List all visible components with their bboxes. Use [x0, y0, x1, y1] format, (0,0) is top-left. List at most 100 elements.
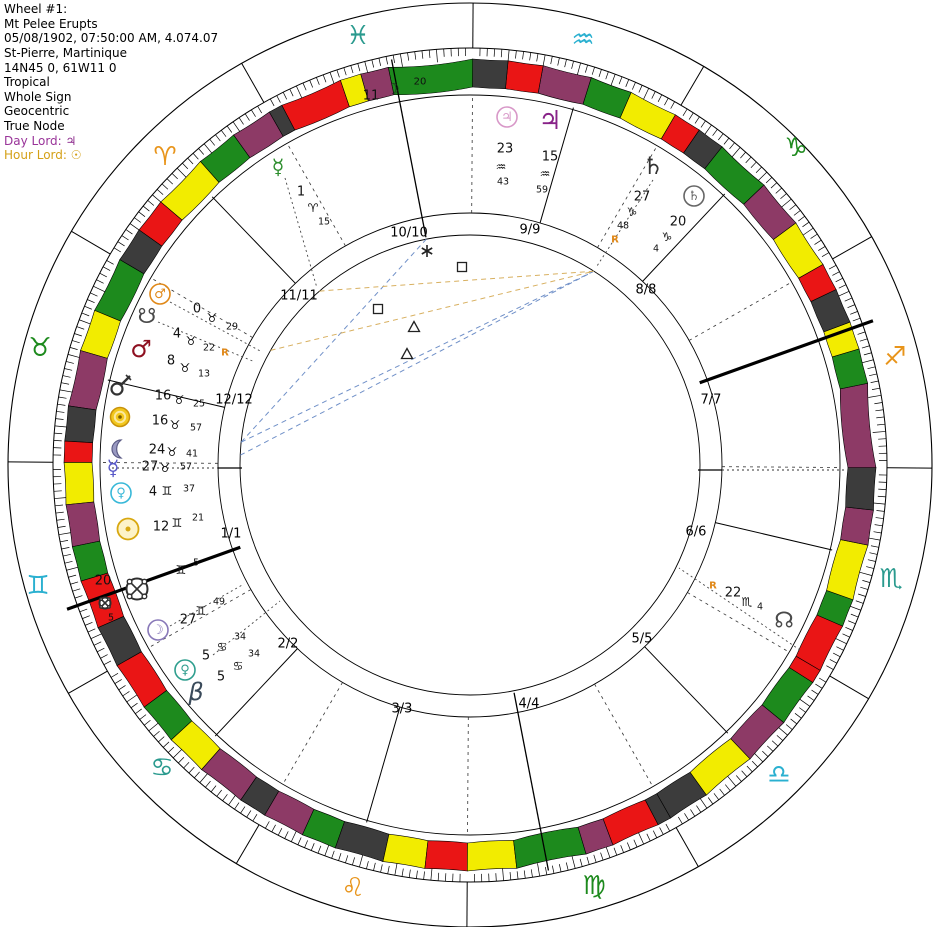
- courage-square-saturn-aspect-line: [270, 270, 594, 351]
- degree-tick: [55, 511, 64, 514]
- glyph-pointer-line: [678, 567, 801, 651]
- degree-tick: [65, 361, 74, 364]
- degree-tick: [161, 183, 169, 190]
- zodiac-pisces-icon: ♓: [346, 21, 369, 51]
- sign-boundary-line: [68, 670, 108, 694]
- degree-tick: [271, 824, 276, 833]
- degree-tick: [139, 714, 147, 720]
- degree-tick: [793, 210, 801, 216]
- degree-tick: [780, 193, 787, 200]
- degree-tick: [234, 802, 240, 810]
- degree-tick: [836, 646, 844, 651]
- north-node-degree: 22: [725, 586, 742, 601]
- degree-tick: [818, 246, 826, 251]
- house-system: Whole Sign: [4, 89, 72, 104]
- asc-rim-wheel-icon: [106, 597, 111, 602]
- lot-of-nemesis-sign: ♑: [662, 230, 673, 244]
- degree-tick: [852, 317, 861, 322]
- degree-tick: [58, 396, 67, 399]
- degree-tick: [850, 311, 858, 315]
- degree-tick: [148, 722, 160, 732]
- degree-tick: [770, 182, 778, 189]
- degree-tick: [799, 698, 811, 707]
- house-cusp-line: [366, 706, 401, 823]
- ascendant-marker-glyph: [126, 593, 133, 600]
- lot-of-victory-sign: ♒: [496, 160, 507, 174]
- sign-boundary-dashed: [471, 95, 473, 214]
- degree-tick: [798, 215, 805, 222]
- hour-lord-row: Hour Lord: ☉: [4, 148, 218, 163]
- degree-tick: [178, 757, 185, 764]
- degree-tick: [436, 49, 438, 63]
- degree-tick: [565, 862, 569, 871]
- degree-tick: [545, 866, 548, 875]
- degree-tick: [61, 382, 70, 385]
- house-label-2-2: 2/2: [278, 637, 299, 652]
- degree-tick: [399, 53, 403, 67]
- lot-of-fortune-glyph: [147, 619, 169, 641]
- degree-tick: [171, 173, 178, 180]
- wheel-ring-circle: [217, 212, 723, 718]
- degree-tick: [359, 854, 364, 868]
- zodiac-taurus-icon: ♉: [28, 333, 51, 363]
- degree-tick: [767, 745, 774, 752]
- lot-of-spirit-minutes: 21: [192, 513, 204, 524]
- bound-segment: [513, 826, 587, 869]
- chart-info-header: Wheel #1: Mt Pelee Erupts 05/08/1902, 07…: [4, 2, 218, 163]
- bound-segment: [387, 58, 474, 96]
- degree-tick: [530, 869, 533, 878]
- sign-boundary-line: [829, 675, 869, 700]
- sign-boundary-dashed: [687, 592, 790, 653]
- degree-tick: [252, 813, 258, 822]
- syzygy-key-icon: [110, 382, 124, 396]
- degree-tick: [246, 810, 252, 818]
- degree-tick: [863, 352, 872, 356]
- degree-tick: [826, 665, 834, 670]
- sign-boundary-dashed: [286, 143, 346, 247]
- day-lord-label: Day Lord:: [4, 133, 62, 148]
- house-cusp-line: [644, 646, 729, 734]
- degree-tick: [536, 53, 539, 62]
- degree-tick: [238, 117, 244, 125]
- lot-of-courage-degree: 0: [193, 302, 201, 317]
- degree-tick: [59, 389, 73, 393]
- asc-rim-wheel-icon: [99, 604, 104, 609]
- degree-tick: [96, 279, 104, 284]
- chart-datetime: 05/08/1902, 07:50:00 AM, 4.074.07: [4, 31, 219, 46]
- degree-tick: [558, 864, 562, 873]
- sign-boundary-line: [832, 236, 872, 260]
- degree-tick: [859, 571, 873, 576]
- degree-tick: [515, 50, 517, 59]
- saturn-minutes: 48: [617, 221, 629, 232]
- degree-tick: [329, 72, 335, 85]
- degree-tick: [523, 870, 526, 879]
- sign-boundary-line: [235, 824, 260, 864]
- degree-tick: [54, 504, 63, 507]
- wheel-ring-circle: [99, 94, 841, 836]
- degree-tick: [240, 806, 246, 814]
- degree-tick: [877, 423, 886, 426]
- degree-tick: [269, 98, 275, 107]
- degree-tick: [550, 56, 553, 65]
- lot-of-eros-glyph: [110, 482, 132, 504]
- degree-tick: [579, 858, 583, 867]
- wheel-ring-circle: [52, 47, 888, 883]
- degree-tick: [64, 368, 73, 371]
- hour-lord-label: Hour Lord:: [4, 148, 67, 163]
- moon-sign: ♉: [167, 445, 178, 459]
- degree-tick: [103, 660, 112, 666]
- degree-tick: [605, 845, 611, 858]
- asc-rim-wheel-icon: [99, 597, 104, 602]
- bound-segment: [63, 461, 95, 506]
- degree-tick: [740, 151, 746, 159]
- lot-of-fortune-degree: 27: [180, 613, 197, 628]
- degree-tick: [322, 74, 327, 83]
- degree-tick: [872, 502, 886, 505]
- sun-icon: [113, 410, 127, 424]
- syzygy-key-icon: [125, 374, 132, 381]
- degree-tick: [537, 863, 541, 877]
- degree-tick: [835, 277, 843, 283]
- degree-tick: [257, 105, 262, 114]
- lot-of-eros-glyph: ♀: [116, 486, 126, 501]
- bound-segment: [839, 382, 877, 469]
